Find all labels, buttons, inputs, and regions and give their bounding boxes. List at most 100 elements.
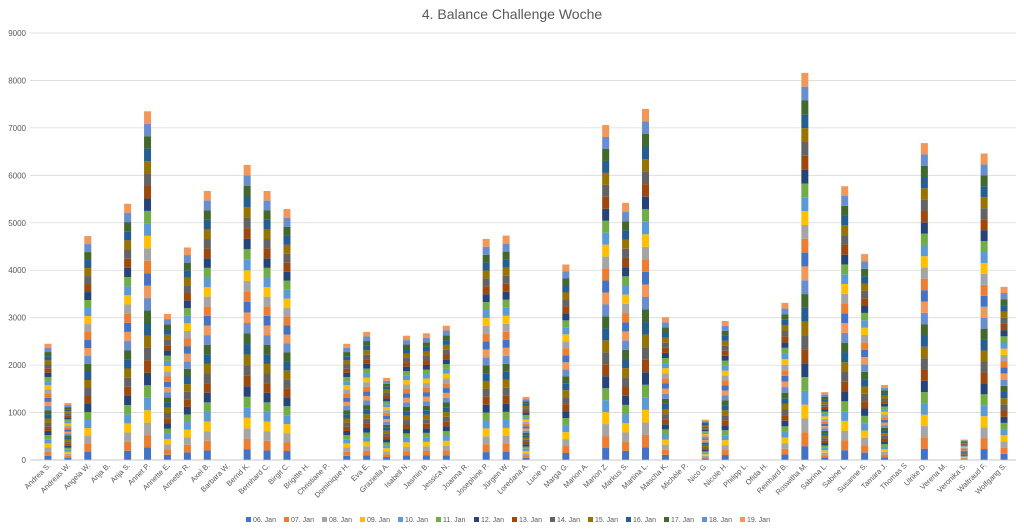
bar-segment <box>443 369 450 374</box>
bar-segment <box>64 405 71 407</box>
bar-segment <box>821 419 828 421</box>
bar-segment <box>124 231 131 240</box>
bar-segment <box>801 363 808 377</box>
bar-segment <box>921 154 928 165</box>
bar-segment <box>503 244 510 252</box>
bar-segment <box>881 414 888 417</box>
bar-segment <box>483 397 490 405</box>
bar-segment <box>622 350 629 359</box>
bar-segment <box>1001 318 1008 324</box>
bar-segment <box>244 197 251 208</box>
bar-segment <box>702 430 709 431</box>
bar-segment <box>841 440 848 450</box>
bar-segment <box>961 453 968 454</box>
bar-segment <box>602 328 609 340</box>
bar-segment <box>503 260 510 268</box>
bar-segment <box>602 221 609 233</box>
bar-segment <box>562 404 569 411</box>
bar-segment <box>801 170 808 184</box>
bar-segment <box>84 380 91 388</box>
bar-segment <box>343 410 350 414</box>
bar-segment <box>503 252 510 260</box>
bar-segment <box>503 268 510 276</box>
bar-segment <box>602 352 609 364</box>
bar-segment <box>244 165 251 176</box>
bar-segment <box>602 149 609 161</box>
bar-segment <box>702 441 709 442</box>
bar-segment <box>523 442 530 444</box>
bar-segment <box>562 292 569 299</box>
bar-segment <box>642 372 649 385</box>
bar-segment <box>184 285 191 293</box>
bar-segment <box>961 450 968 451</box>
bar-segment <box>343 356 350 360</box>
bar-segment <box>483 334 490 342</box>
bar-segment <box>881 404 888 407</box>
bar-segment <box>164 397 171 402</box>
bar-segment <box>483 278 490 286</box>
bar-segment <box>144 398 151 410</box>
bar-segment <box>383 439 390 442</box>
bar-segment <box>244 386 251 397</box>
bar-segment <box>702 448 709 449</box>
bar-segment <box>44 431 51 435</box>
bar-segment <box>483 318 490 326</box>
bar-segment <box>523 451 530 453</box>
legend-swatch <box>512 517 517 522</box>
bar-segment <box>363 428 370 433</box>
bar-segment <box>841 323 848 333</box>
bar-segment <box>921 268 928 279</box>
legend-swatch <box>360 517 365 522</box>
bar-segment <box>602 448 609 460</box>
bar-segment <box>124 378 131 387</box>
bar-segment <box>423 401 430 406</box>
bar-segment <box>184 384 191 392</box>
bar-segment <box>423 338 430 343</box>
bar-segment <box>662 455 669 460</box>
bar-segment <box>781 342 788 348</box>
bar-segment <box>144 286 151 298</box>
bar-segment <box>861 284 868 291</box>
bar-segment <box>821 441 828 443</box>
bar-segment <box>602 125 609 137</box>
bar-segment <box>64 430 71 432</box>
bar-segment <box>423 415 430 420</box>
bar-segment <box>244 418 251 429</box>
bar-segment <box>722 356 729 361</box>
bar-segment <box>64 427 71 429</box>
bar-segment <box>981 164 988 175</box>
bar-segment <box>423 397 430 402</box>
bar-segment <box>64 448 71 450</box>
bar-segment <box>961 456 968 457</box>
bar-segment <box>562 397 569 404</box>
bar-segment <box>403 407 410 411</box>
bar-segment <box>184 361 191 369</box>
y-axis: 0100020003000400050006000700080009000 <box>8 29 26 465</box>
bar-segment <box>403 353 410 357</box>
legend-label: 10. Jan <box>405 517 428 524</box>
legend-swatch <box>664 517 669 522</box>
bar-segment <box>841 225 848 235</box>
bar-segment <box>84 348 91 356</box>
bar-segment <box>264 210 271 220</box>
bar-segment <box>184 323 191 331</box>
bar-segment <box>841 352 848 362</box>
bar-segment <box>363 405 370 410</box>
bar-segment <box>204 431 211 441</box>
bar-segment <box>363 442 370 447</box>
bar-segment <box>523 419 530 421</box>
bar-segment <box>423 446 430 451</box>
bar-segment <box>204 249 211 259</box>
bar-segment <box>781 370 788 376</box>
bar-segment <box>244 260 251 271</box>
bar-segment <box>403 362 410 366</box>
y-tick-label: 8000 <box>8 76 26 85</box>
bar-segment <box>343 365 350 369</box>
bar-segment <box>124 213 131 222</box>
bar-segment <box>602 340 609 352</box>
bar-segment <box>204 258 211 268</box>
bar-segment <box>283 406 290 415</box>
bar-segment <box>44 365 51 369</box>
bar-segment <box>124 304 131 313</box>
bar-segment <box>722 410 729 415</box>
